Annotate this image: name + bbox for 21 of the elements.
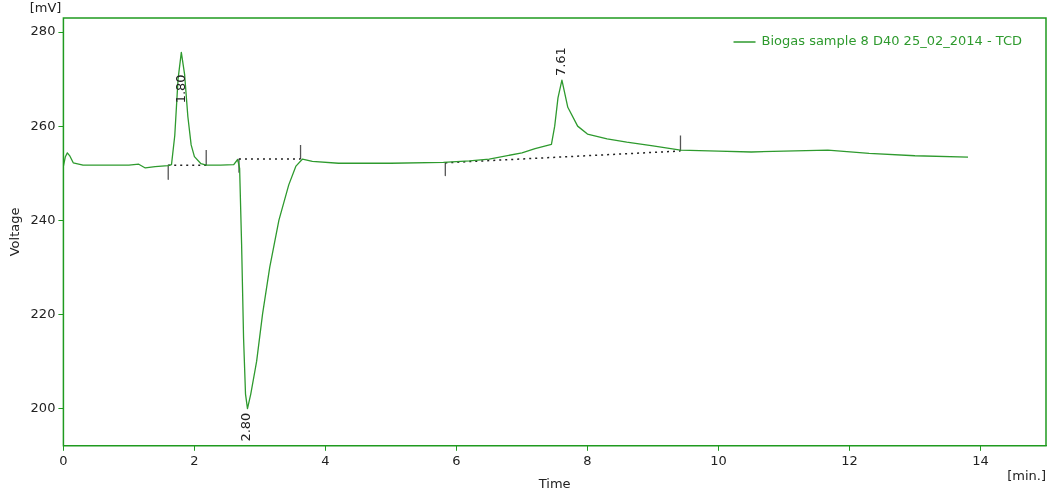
x-tick-label: 4: [321, 452, 330, 468]
x-tick-label: 6: [452, 452, 461, 468]
x-tick-label: 8: [583, 452, 592, 468]
y-tick-label: 280: [30, 23, 56, 39]
x-tick-label: 14: [972, 452, 989, 468]
annotation: 2.80: [238, 412, 254, 442]
y-tick-label: 260: [30, 117, 56, 133]
y-axis-title: Voltage: [7, 207, 23, 257]
y-tick-label: 240: [30, 211, 56, 227]
x-tick-label: 2: [190, 452, 199, 468]
y-tick-label: 220: [30, 305, 56, 321]
text: [mV]: [29, 0, 62, 15]
x-tick-label: 0: [59, 452, 68, 468]
x-tick-label: 12: [841, 452, 858, 468]
x-tick-label: 10: [710, 452, 727, 468]
text: [min.]: [1007, 467, 1046, 483]
y-tick-label: 200: [30, 399, 56, 415]
annotation: 7.61: [553, 47, 569, 77]
annotation: 1.80: [172, 74, 188, 104]
x-axis-title: Time: [537, 475, 571, 491]
legend-label: Biogas sample 8 D40 25_02_2014 - TCD: [761, 33, 1022, 49]
